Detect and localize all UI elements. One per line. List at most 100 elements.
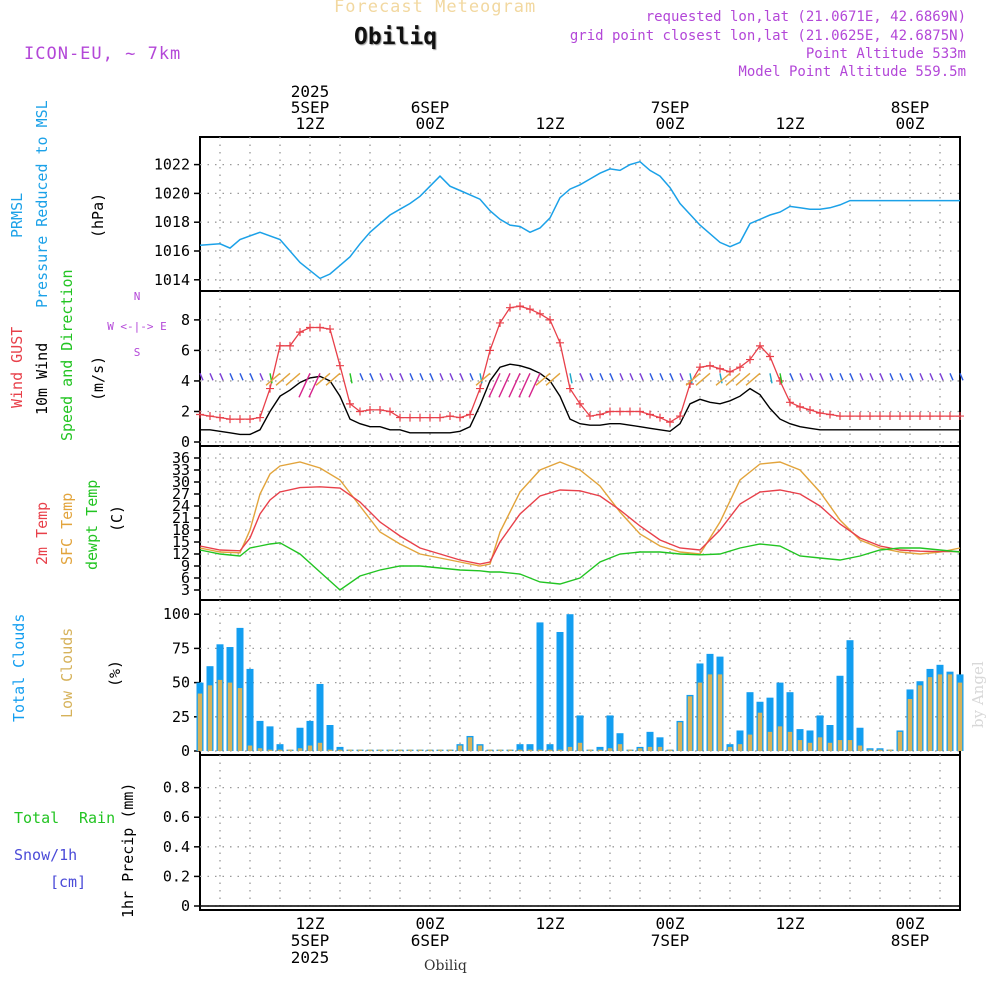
wind-direction-arrow — [545, 372, 561, 386]
low-cloud-bar — [697, 682, 703, 751]
time-label-bottom: 8SEP — [891, 931, 930, 950]
y-tick-label: 0 — [181, 897, 190, 915]
label-dewpt-temp: dewpt Temp — [83, 480, 101, 570]
gust-marker — [386, 407, 394, 416]
low-cloud-bar — [867, 749, 873, 751]
gust-marker — [696, 363, 704, 372]
gust-marker — [396, 413, 404, 422]
low-cloud-bar — [737, 744, 743, 751]
watermark: by Angel — [969, 661, 987, 728]
low-cloud-bar — [787, 731, 793, 751]
wind-direction-arrow — [659, 373, 664, 381]
low-cloud-bar — [377, 749, 383, 751]
gust-marker — [816, 409, 824, 417]
gust-marker — [776, 376, 784, 385]
gust-marker — [256, 413, 264, 422]
gust-marker — [806, 405, 814, 414]
gust-marker — [496, 318, 504, 327]
total-cloud-bar — [576, 715, 584, 751]
location-title: Obiliq — [354, 24, 438, 50]
total-cloud-bar — [826, 725, 834, 751]
y-tick-label: 1022 — [154, 156, 190, 174]
low-cloud-bar — [247, 745, 253, 751]
total-cloud-bar — [786, 692, 794, 751]
gust-marker — [736, 363, 744, 372]
wind-direction-arrow — [719, 373, 723, 384]
wind-direction-arrow — [249, 373, 254, 381]
gust-marker — [936, 412, 944, 421]
wind-direction-arrow — [789, 373, 794, 381]
low-cloud-bar — [717, 674, 723, 751]
point-altitude: Point Altitude 533m — [805, 46, 966, 62]
time-label-bottom: 7SEP — [651, 931, 690, 950]
y-tick-label: 1014 — [154, 271, 190, 289]
wind-direction-arrow — [275, 372, 291, 386]
time-label-top: 00Z — [416, 114, 445, 133]
label-percent: (%) — [106, 660, 124, 687]
wind-direction-arrow — [359, 373, 364, 381]
gust-marker — [706, 361, 714, 370]
total-cloud-bar — [776, 682, 784, 751]
time-label-bottom: 12Z — [536, 914, 565, 933]
label-low-clouds: Low Clouds — [58, 628, 76, 718]
wind-direction-arrow — [298, 373, 311, 398]
gust-marker — [926, 412, 934, 421]
wind-direction-arrow — [949, 373, 954, 381]
wind-direction-arrow — [419, 373, 424, 381]
wind-direction-arrow — [469, 373, 474, 381]
low-cloud-bar — [397, 749, 403, 751]
total-cloud-bar — [596, 746, 604, 751]
time-label-top: 5SEP — [291, 98, 330, 117]
low-cloud-bar — [677, 722, 683, 751]
gust-marker — [666, 418, 674, 427]
wind-direction-arrow — [799, 373, 804, 381]
low-cloud-bar — [957, 682, 963, 751]
wind-direction-arrow — [219, 373, 224, 381]
y-tick-label: 0 — [181, 742, 190, 760]
gust-marker — [526, 305, 534, 314]
wind-direction-arrow — [679, 373, 684, 381]
wind-direction-arrow — [689, 373, 693, 384]
low-cloud-bar — [667, 749, 673, 751]
low-cloud-bar — [477, 745, 483, 751]
wind-direction-arrow — [579, 373, 584, 381]
y-tick-label: 100 — [163, 605, 190, 623]
gust-marker — [566, 384, 574, 393]
total-cloud-bar — [766, 697, 774, 751]
gust-marker — [286, 341, 294, 350]
low-cloud-bar — [567, 746, 573, 751]
gust-marker — [846, 412, 854, 421]
low-cloud-bar — [387, 749, 393, 751]
time-label-bottom: 00Z — [896, 914, 925, 933]
wind-direction-arrow — [715, 372, 731, 386]
label-compass-s: S — [134, 346, 141, 359]
low-cloud-bar — [757, 712, 763, 751]
total-cloud-bar — [306, 720, 314, 751]
gust-marker — [336, 361, 344, 370]
y-tick-label: 0.6 — [163, 808, 190, 826]
gust-marker — [366, 405, 374, 414]
low-cloud-bar — [627, 749, 633, 751]
gust-marker — [246, 415, 254, 424]
y-tick-label: 25 — [172, 708, 190, 726]
gust-marker — [916, 412, 924, 421]
gust-marker — [476, 384, 484, 393]
low-cloud-bar — [497, 749, 503, 751]
low-cloud-bar — [277, 749, 283, 751]
wind-direction-arrow — [929, 373, 934, 381]
total-cloud-bar — [316, 683, 324, 751]
label-compass-we: W <-|-> E — [107, 320, 167, 333]
low-cloud-bar — [487, 749, 493, 751]
dewpt-line — [199, 542, 961, 591]
time-label-top: 8SEP — [891, 98, 930, 117]
wind-direction-arrow — [369, 373, 374, 381]
low-cloud-bar — [647, 746, 653, 751]
y-tick-label: 21 — [172, 509, 190, 527]
wind-direction-arrow — [479, 373, 483, 384]
wind-direction-arrow — [379, 373, 384, 381]
label-total: Total — [14, 809, 59, 827]
wind-direction-arrow — [639, 373, 644, 381]
y-tick-label: 0.2 — [163, 867, 190, 885]
total-cloud-bar — [546, 744, 554, 751]
low-cloud-bar — [617, 744, 623, 751]
